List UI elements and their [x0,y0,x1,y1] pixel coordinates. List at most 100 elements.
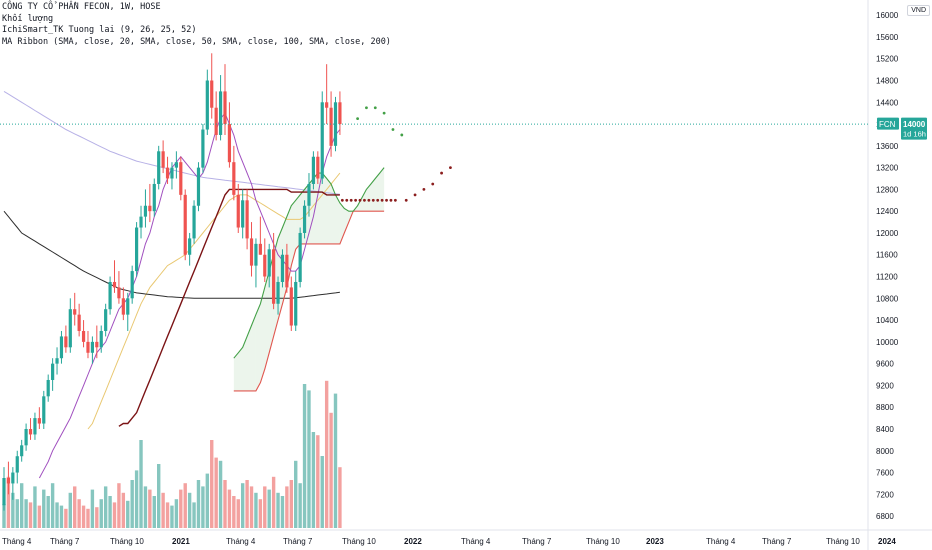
span-future-dot [413,193,417,197]
volume-bar [285,486,289,528]
time-tick-label: Tháng 10 [826,537,860,546]
price-tick-label: 9200 [876,381,894,390]
volume-bar [55,502,59,528]
candle-body [121,298,125,315]
candle [302,200,307,239]
volume-bar [157,464,161,528]
volume-bar [240,483,245,528]
cloud-segment [255,303,261,391]
volume-bar [90,489,95,528]
volume-bar [143,486,148,528]
price-tick-label: 10400 [876,316,899,325]
candle [99,325,103,353]
candle [73,292,77,326]
candle-body [267,249,271,277]
candle-body [148,205,152,212]
candle-body [73,309,77,315]
time-tick-label: Tháng 7 [522,537,552,546]
time-axis: Tháng 4 Tháng 7 Tháng 10 2021 Tháng 4 Tháng 7… [2,537,896,546]
volume-bar [86,508,90,528]
candle-body [20,445,24,457]
cloud-segment [322,173,327,244]
candle [276,276,280,315]
kijun-line [118,188,340,427]
volume-bar [329,412,333,528]
volume-bar [218,460,223,528]
span-future-dot [404,198,408,202]
time-tick-label: Tháng 4 [226,537,256,546]
kijun-future-dot [340,198,344,202]
kijun-future-dot [354,198,357,202]
currency-button[interactable]: VND [907,5,930,16]
candle [170,162,174,190]
volume-bar [37,505,42,528]
price-tick-label: 9600 [876,360,894,369]
candle [280,249,285,288]
candle [143,189,148,228]
tenkan-future-dot [400,133,404,137]
candle-body [205,80,209,130]
candle-body [329,107,333,146]
candle-body [24,428,28,446]
candle-body [289,287,293,326]
candle [223,64,227,135]
candle [77,303,81,337]
candle-body [298,232,302,282]
candle [258,216,262,255]
volume-bar [139,440,143,528]
candle [157,145,161,190]
candle [2,467,6,511]
cloud-segment [370,178,376,212]
volume-bar [50,483,55,528]
volume-bar [201,486,205,528]
volume-bar [320,456,324,528]
candle [325,64,329,125]
price-tick-label: 10000 [876,338,899,347]
candle [311,151,315,190]
candle [139,205,143,239]
volume-bar [68,492,72,528]
time-tick-label: Tháng 7 [283,537,313,546]
candle-body [263,254,267,277]
time-tick-label: Tháng 10 [110,537,144,546]
candle [24,423,28,451]
candle-body [183,194,187,255]
candle-body [64,336,68,348]
candle-body [135,227,139,272]
span-b-line [233,210,385,392]
price-axis: 1600015600152001480014400140001360013200… [876,11,899,521]
candle [267,243,271,288]
candle [289,276,293,331]
volume-bar [183,483,187,528]
price-tick-label: 15200 [876,55,899,64]
candle-body [161,151,165,168]
candle [165,156,170,184]
tenkan-future-dot [373,106,377,110]
price-tick-label: 13200 [876,164,899,173]
volume-bar [130,480,134,528]
plot-area [0,0,868,530]
kijun-future-dot [393,198,397,202]
candle [338,91,342,135]
tenkan-line [38,112,341,479]
candle-body [214,107,218,135]
candle [218,75,223,141]
candle-body [55,358,59,364]
candle [245,189,249,250]
price-tick-label: 15600 [876,33,899,42]
candle [316,151,320,184]
volume-bar [187,492,192,528]
candle-body [86,341,90,353]
time-tick-label: Tháng 10 [342,537,376,546]
candle-body [294,281,298,326]
candle [294,271,298,331]
candle-body [316,156,320,179]
candle-body [51,363,55,380]
candle [15,450,19,484]
candle [254,238,258,288]
candle-body [2,477,6,506]
candle [51,358,55,391]
candle-body [37,418,41,424]
